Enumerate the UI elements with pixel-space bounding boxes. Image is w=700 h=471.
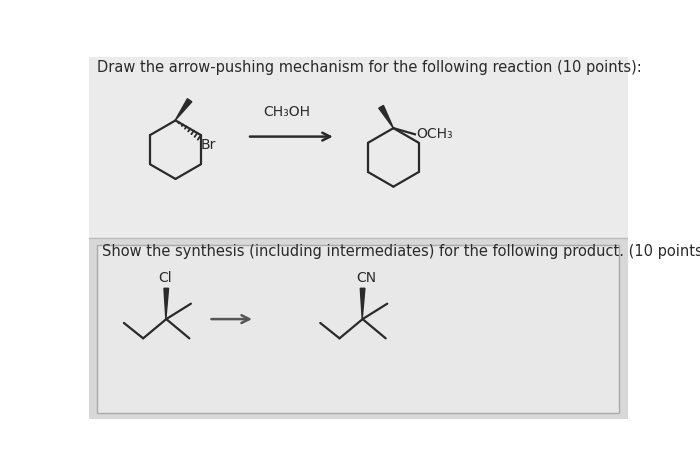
- Text: OCH₃: OCH₃: [416, 127, 453, 141]
- Bar: [90, 57, 629, 238]
- Polygon shape: [360, 288, 365, 319]
- Polygon shape: [379, 106, 393, 128]
- Text: Br: Br: [201, 138, 216, 152]
- Text: CH₃OH: CH₃OH: [264, 105, 311, 119]
- Text: Cl: Cl: [158, 271, 172, 285]
- FancyBboxPatch shape: [97, 245, 619, 413]
- Text: Show the synthesis (including intermediates) for the following product. (10 poin: Show the synthesis (including intermedia…: [102, 244, 700, 260]
- Bar: [90, 239, 629, 419]
- Polygon shape: [164, 288, 169, 319]
- Text: Draw the arrow-pushing mechanism for the following reaction (10 points):: Draw the arrow-pushing mechanism for the…: [97, 60, 642, 75]
- Polygon shape: [175, 99, 192, 121]
- Text: CN: CN: [356, 271, 377, 285]
